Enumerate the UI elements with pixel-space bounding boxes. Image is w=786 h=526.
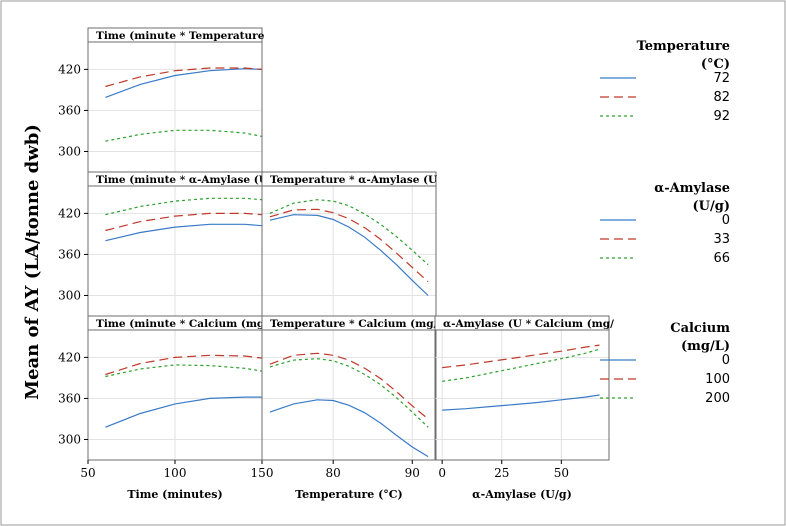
legend-label: 0 — [722, 353, 730, 368]
y-tick-label: 300 — [58, 144, 81, 158]
panel: Temperature * Calcium (mg/80 90 — [261, 315, 438, 480]
x-axis-title: Temperature (°C) — [295, 488, 403, 501]
x-tick-label: 50 — [554, 466, 569, 480]
legend-title: (U/g) — [693, 199, 730, 214]
y-tick-label: 360 — [58, 391, 81, 405]
x-tick-label: 50 — [80, 466, 95, 480]
y-tick-label: 420 — [58, 206, 81, 220]
y-tick-label: 360 — [58, 247, 81, 261]
panel: Time (minute * Calcium (mg/300 360 420 50 10… — [58, 315, 274, 480]
x-tick-label: 80 — [326, 466, 341, 480]
x-tick-label: 90 — [405, 466, 420, 480]
x-tick-label: 150 — [251, 466, 274, 480]
x-axis-title: α-Amylase (U/g) — [472, 488, 572, 501]
panels-group: Time (minute * Temperature300360420Time … — [58, 27, 614, 480]
legend-label: 33 — [713, 232, 730, 247]
panel-title: Temperature * α-Amylase (U — [270, 174, 437, 186]
x-tick-label: 25 — [494, 466, 509, 480]
legend-label: 100 — [705, 372, 730, 387]
x-tick-label: 0 — [438, 466, 446, 480]
series-line — [442, 344, 600, 369]
legend-label: 72 — [713, 71, 730, 86]
panel-strip — [261, 171, 437, 187]
panel-title: Time (minute * α-Amylase (U — [96, 174, 268, 186]
panel-title: α-Amylase (U * Calcium (mg/ — [443, 318, 614, 330]
series-line — [442, 348, 600, 382]
panel-title: Temperature * Calcium (mg/ — [270, 318, 438, 330]
y-tick-label: 300 — [58, 288, 81, 302]
series-line — [269, 352, 429, 420]
legend-title: Temperature — [637, 39, 730, 54]
legend: Calcium (mg/L)0 100 200 — [600, 321, 730, 406]
legend: Temperature (°C)72 82 92 — [600, 39, 730, 124]
legend-label: 0 — [722, 213, 730, 228]
series-line — [105, 223, 263, 242]
series-line — [269, 399, 429, 458]
panel-strip — [434, 315, 610, 331]
x-axis-title: Time (minutes) — [127, 488, 222, 501]
legend-label: 200 — [705, 391, 730, 406]
panel-strip — [87, 27, 263, 43]
x-tick-label: 100 — [164, 466, 187, 480]
series-line — [269, 358, 429, 428]
series-line — [105, 354, 263, 376]
y-tick-label: 420 — [58, 350, 81, 364]
y-tick-label: 360 — [58, 103, 81, 117]
panel: Time (minute * Temperature 300 360 420 — [58, 27, 265, 173]
legend-label: 92 — [713, 109, 730, 124]
series-line — [442, 394, 600, 411]
legend-title: (mg/L) — [681, 339, 730, 354]
series-line — [105, 396, 262, 428]
y-axis-title: Mean of AY (LA/tonne dwb) — [22, 124, 43, 400]
series-line — [105, 212, 263, 232]
series-line — [105, 67, 263, 88]
legend-label: 82 — [713, 90, 730, 105]
series-line — [269, 214, 429, 296]
panel-title: Time (minute * Calcium (mg/ — [96, 318, 268, 330]
legend-label: 66 — [713, 251, 730, 266]
legend-title: α-Amylase — [654, 181, 730, 196]
x-axes-group: Time (minutes) Temperature (°C) α-Amylase … — [127, 488, 571, 501]
legend: α-Amylase (U/g)0 33 66 — [600, 181, 730, 266]
y-tick-label: 420 — [58, 62, 81, 76]
series-line — [269, 208, 429, 283]
legend-title: (°C) — [701, 57, 730, 72]
legends-group: Temperature(°C)728292α-Amylase(U/g)03366… — [600, 39, 730, 406]
y-tick-label: 300 — [58, 432, 81, 446]
panel: α-Amylase (U * Calcium (mg/0 25 50 — [434, 315, 614, 480]
panel: Temperature * α-Amylase (U — [261, 171, 437, 317]
panel-title: Time (minute * Temperature — [96, 30, 265, 42]
legend-title: Calcium — [670, 321, 730, 336]
series-line — [269, 199, 429, 266]
